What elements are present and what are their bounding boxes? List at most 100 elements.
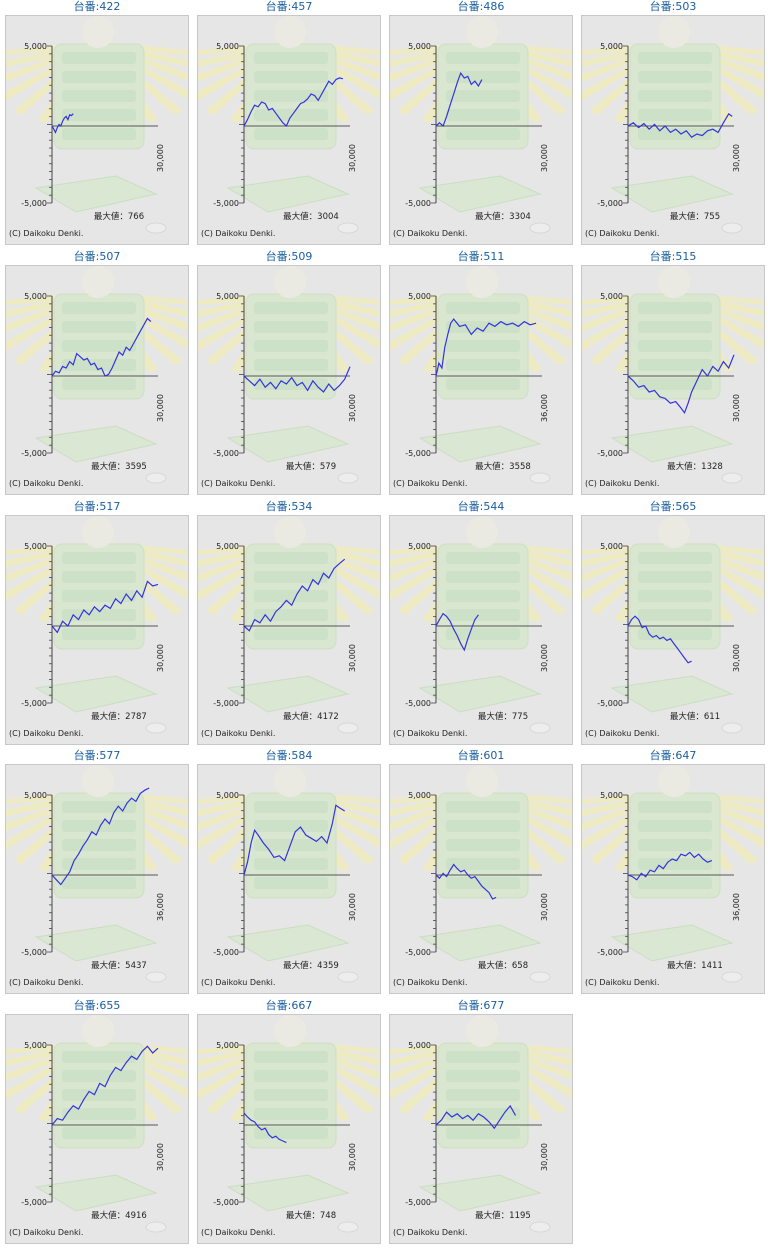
machine-number-link[interactable]: 台番:503 (649, 0, 697, 13)
x-tick-label: 36,000 (156, 893, 165, 921)
machine-number-link[interactable]: 台番:534 (265, 500, 313, 513)
x-tick-label: 30,000 (348, 1143, 357, 1171)
graph-panel: 5,000 -5,000 30,000 最大値：4359 (C) Daikoku Den… (197, 764, 381, 994)
machine-graph-card: 台番:667 5,000 -5,000 30,000 最大値：748 (C) Daikok… (197, 999, 381, 1244)
background-burst-image (390, 1015, 572, 1233)
background-burst-image (582, 765, 764, 983)
y-tick-label-bottom: -5,000 (21, 948, 47, 957)
y-tick-label-top: 5,000 (600, 542, 623, 551)
background-burst-image (582, 516, 764, 734)
graph-panel: 5,000 -5,000 30,000 最大値：4916 (C) Daikoku Den… (5, 1014, 189, 1244)
machine-number-link[interactable]: 台番:422 (73, 0, 121, 13)
slump-graph: 5,000 -5,000 30,000 最大値：766 (C) Daikoku Denk… (6, 16, 188, 238)
max-value-label: 最大値：3595 (91, 461, 147, 472)
x-tick-label: 36,000 (540, 394, 549, 422)
slump-graph: 5,000 -5,000 30,000 最大値：4172 (C) Daikoku Den… (198, 516, 380, 738)
machine-graph-card: 台番:655 5,000 -5,000 30,000 最大値：4916 (C) Daiko… (5, 999, 189, 1244)
slump-graph: 5,000 -5,000 36,000 最大値：3558 (C) Daikoku Den… (390, 266, 572, 488)
machine-number-link[interactable]: 台番:544 (457, 500, 505, 513)
machine-number-link[interactable]: 台番:584 (265, 749, 313, 762)
slump-line (243, 77, 344, 128)
machine-number-link[interactable]: 台番:509 (265, 250, 313, 263)
y-tick-label-top: 5,000 (24, 42, 47, 51)
max-value-label: 最大値：3304 (475, 211, 531, 222)
x-tick-label: 30,000 (156, 144, 165, 172)
machine-number-link[interactable]: 台番:667 (265, 999, 313, 1012)
x-tick-label: 30,000 (732, 644, 741, 672)
slump-graph: 5,000 -5,000 30,000 最大値：611 (C) Daikoku Denk… (582, 516, 764, 738)
machine-number-link[interactable]: 台番:517 (73, 500, 121, 513)
copyright-text: (C) Daikoku Denki. (393, 729, 467, 738)
y-tick-label-bottom: -5,000 (21, 1198, 47, 1207)
max-value-label: 最大値：4916 (91, 1210, 147, 1221)
slump-line (627, 113, 733, 138)
y-tick-label-top: 5,000 (216, 42, 239, 51)
background-burst-image (198, 516, 380, 734)
machine-number-link[interactable]: 台番:601 (457, 749, 505, 762)
y-tick-label-top: 5,000 (24, 1041, 47, 1050)
y-tick-label-bottom: -5,000 (405, 1198, 431, 1207)
machine-number-link[interactable]: 台番:577 (73, 749, 121, 762)
slump-graph: 5,000 -5,000 30,000 最大値：1328 (C) Daikoku Den… (582, 266, 764, 488)
slump-graph: 5,000 -5,000 30,000 最大値：748 (C) Daikoku Denk… (198, 1015, 380, 1237)
y-tick-label-top: 5,000 (24, 791, 47, 800)
copyright-text: (C) Daikoku Denki. (9, 1228, 83, 1237)
slump-line (243, 558, 346, 632)
y-tick-label-bottom: -5,000 (597, 199, 623, 208)
slump-graph: 5,000 -5,000 30,000 最大値：3004 (C) Daikoku Den… (198, 16, 380, 238)
machine-number-link[interactable]: 台番:647 (649, 749, 697, 762)
background-burst-image (6, 16, 188, 234)
machine-number-link[interactable]: 台番:457 (265, 0, 313, 13)
copyright-text: (C) Daikoku Denki. (393, 229, 467, 238)
machine-graph-card: 台番:515 5,000 -5,000 30,000 最大値：1328 (C) Daiko… (581, 250, 765, 495)
x-tick-label: 36,000 (732, 893, 741, 921)
machine-graph-card: 台番:534 5,000 -5,000 30,000 最大値：4172 (C) Daiko… (197, 500, 381, 745)
copyright-text: (C) Daikoku Denki. (585, 978, 659, 987)
graph-panel: 5,000 -5,000 30,000 最大値：766 (C) Daikoku Denk… (5, 15, 189, 245)
y-tick-label-top: 5,000 (408, 42, 431, 51)
x-tick-label: 30,000 (348, 893, 357, 921)
max-value-label: 最大値：3558 (475, 461, 531, 472)
background-burst-image (582, 266, 764, 484)
slump-line (243, 1112, 287, 1144)
x-tick-label: 30,000 (540, 1143, 549, 1171)
machine-number-link[interactable]: 台番:511 (457, 250, 505, 263)
y-tick-label-bottom: -5,000 (213, 199, 239, 208)
background-burst-image (6, 765, 188, 983)
y-tick-label-top: 5,000 (408, 292, 431, 301)
machine-number-link[interactable]: 台番:507 (73, 250, 121, 263)
max-value-label: 最大値：611 (670, 711, 720, 722)
slump-graph: 5,000 -5,000 30,000 最大値：1195 (C) Daikoku Den… (390, 1015, 572, 1237)
machine-number-link[interactable]: 台番:565 (649, 500, 697, 513)
machine-graph-card: 台番:577 5,000 -5,000 36,000 最大値：5437 (C) Daiko… (5, 749, 189, 994)
slump-line (51, 1045, 159, 1126)
y-tick-label-top: 5,000 (216, 292, 239, 301)
y-tick-label-bottom: -5,000 (21, 449, 47, 458)
y-tick-label-bottom: -5,000 (213, 948, 239, 957)
max-value-label: 最大値：5437 (91, 960, 147, 971)
graph-panel: 5,000 -5,000 30,000 最大値：658 (C) Daikoku Denk… (389, 764, 573, 994)
background-burst-image (6, 266, 188, 484)
copyright-text: (C) Daikoku Denki. (393, 978, 467, 987)
y-tick-label-bottom: -5,000 (405, 948, 431, 957)
max-value-label: 最大値：766 (94, 211, 144, 222)
machine-number-link[interactable]: 台番:677 (457, 999, 505, 1012)
x-tick-label: 30,000 (732, 144, 741, 172)
y-tick-label-top: 5,000 (24, 292, 47, 301)
y-tick-label-top: 5,000 (600, 292, 623, 301)
slump-line (435, 71, 483, 128)
machine-number-link[interactable]: 台番:486 (457, 0, 505, 13)
slump-line (51, 113, 74, 134)
copyright-text: (C) Daikoku Denki. (201, 479, 275, 488)
graph-panel: 5,000 -5,000 30,000 最大値：3004 (C) Daikoku Den… (197, 15, 381, 245)
y-tick-label-top: 5,000 (24, 542, 47, 551)
slump-graph: 5,000 -5,000 30,000 最大値：579 (C) Daikoku Denk… (198, 266, 380, 488)
copyright-text: (C) Daikoku Denki. (393, 479, 467, 488)
x-tick-label: 30,000 (348, 144, 357, 172)
machine-number-link[interactable]: 台番:515 (649, 250, 697, 263)
machine-graph-card: 台番:509 5,000 -5,000 30,000 最大値：579 (C) Daikok… (197, 250, 381, 495)
machine-number-link[interactable]: 台番:655 (73, 999, 121, 1012)
y-tick-label-bottom: -5,000 (21, 199, 47, 208)
max-value-label: 最大値：2787 (91, 711, 147, 722)
slump-line (435, 612, 479, 652)
